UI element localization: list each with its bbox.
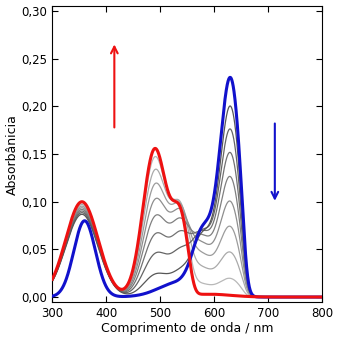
X-axis label: Comprimento de onda / nm: Comprimento de onda / nm (101, 323, 274, 336)
Y-axis label: Absorbânicia: Absorbânicia (5, 114, 19, 194)
